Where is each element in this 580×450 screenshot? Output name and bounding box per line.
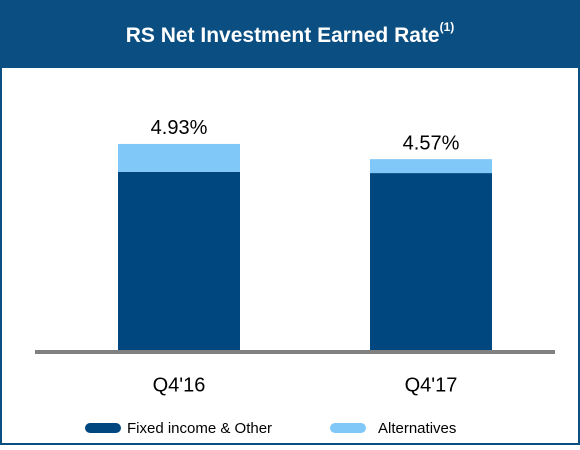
x-tick-label: Q4'17 [405, 374, 458, 396]
x-tick-label: Q4'16 [153, 374, 206, 396]
bar-segment [118, 143, 240, 172]
bar-segment [370, 159, 492, 174]
bar-segment [370, 173, 492, 352]
title-text: RS Net Investment Earned Rate [126, 24, 440, 47]
bar-segment [118, 171, 240, 352]
total-label: 4.57% [403, 132, 460, 154]
legend-swatch [85, 423, 121, 433]
total-label: 4.93% [151, 117, 208, 139]
legend-label: Fixed income & Other [127, 420, 272, 437]
header [0, 0, 580, 68]
legend-label: Alternatives [378, 420, 456, 437]
title-note: (1) [440, 20, 455, 34]
chart-title: RS Net Investment Earned Rate(1) [126, 20, 455, 46]
legend-swatch [330, 423, 366, 433]
